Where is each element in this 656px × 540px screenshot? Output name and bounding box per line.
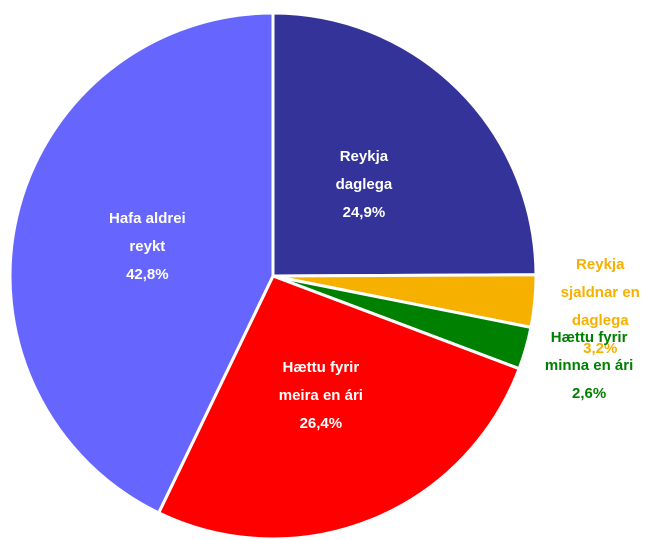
pie-slice	[8, 11, 275, 515]
slice-label: Hættu fyrir minna en ári 2,6%	[537, 324, 641, 408]
pie-slice	[271, 11, 538, 278]
value-label: 2,6%	[571, 385, 607, 403]
category-label: Reykja sjaldnar en daglega	[560, 256, 640, 330]
category-label: Hættu fyrir minna en ári	[544, 329, 634, 375]
value-label: 24,9%	[342, 203, 386, 221]
slice-label: Hafa aldrei reykt 42,8%	[95, 205, 199, 289]
value-label: 3,2%	[583, 340, 618, 358]
value-label: 26,4%	[299, 414, 343, 432]
value-label: 42,8%	[126, 266, 169, 284]
category-label: Reykja daglega	[335, 147, 393, 193]
pie-slice	[157, 274, 521, 540]
slice-label: Reykja sjaldnar en daglega 3,2%	[548, 251, 652, 363]
slice-label: Hættu fyrir meira en ári 26,4%	[269, 354, 373, 438]
category-label: Hafa aldrei reykt	[109, 210, 186, 256]
category-label: Hættu fyrir meira en ári	[278, 358, 363, 404]
slice-label: Reykja daglega 24,9%	[312, 143, 416, 227]
